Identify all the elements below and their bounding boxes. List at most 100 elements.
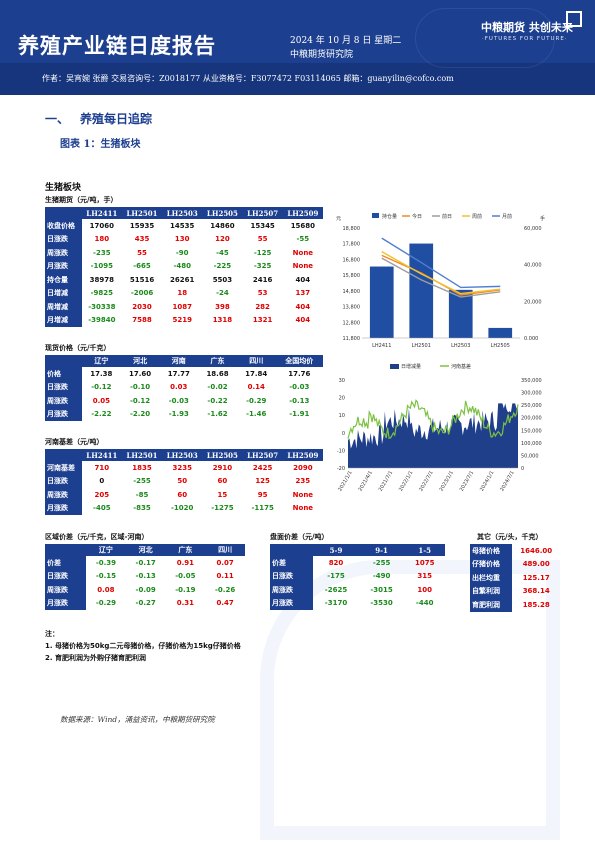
y-tick-label: 11,800 [343, 336, 361, 342]
column-header [45, 449, 82, 461]
column-header: 全国均价 [275, 355, 323, 367]
column-header: 四川 [236, 355, 276, 367]
table-cell: 15 [217, 490, 228, 499]
column-header: 1-5 [404, 544, 445, 556]
column-header: LH2501 [121, 207, 163, 219]
table-cell: -0.17 [135, 558, 156, 567]
column-header: LH2507 [242, 207, 283, 219]
table-cell: 435 [134, 235, 150, 244]
legend-swatch [372, 213, 379, 218]
row-label: 育肥利润 [470, 598, 513, 612]
table-cell: 60 [177, 490, 188, 499]
y2-tick-label: 350,000 [521, 378, 542, 384]
table-row: 月增减 -39840 7588 5219 1318 1321 404 [45, 313, 323, 327]
figure-title: 图表 1：生猪板块 [60, 139, 141, 150]
legend-label: 持仓量 [382, 213, 397, 220]
spot-table: 辽宁 河北 河南 广东 四川 全国均价 价格 17.38 17.60 17.77 18.68 17.8… [45, 355, 323, 421]
table-cell: -55 [296, 235, 310, 244]
column-header [45, 355, 82, 367]
table-cell: 137 [295, 289, 311, 298]
table-row: 周涨跌 -235 55 -90 -45 -125 None [45, 246, 323, 260]
y2-tick-label: 150,000 [521, 428, 542, 434]
table-cell: 18.68 [206, 369, 229, 378]
table-cell: -3015 [370, 585, 393, 594]
column-header: 辽宁 [86, 544, 126, 556]
basis-table: LH2411 LH2501 LH2503 LH2505 LH2507 LH2509 河南基差… [45, 449, 323, 515]
table-cell: 17.77 [167, 369, 190, 378]
row-label: 母猪价格 [470, 544, 513, 558]
column-header [45, 544, 87, 556]
y-tick-label: -20 [337, 466, 345, 472]
column-header: LH2501 [121, 449, 163, 461]
y2-tick-label: 50,000 [521, 453, 539, 459]
logo-icon [566, 11, 582, 27]
volume-area [348, 403, 518, 468]
y2-tick-label: 300,000 [521, 391, 542, 397]
row-label: 周增减 [45, 300, 82, 314]
table-cell: 2910 [212, 463, 233, 472]
table-cell: -1.62 [207, 410, 228, 419]
table-row: 自繁利润 368.14 [470, 584, 560, 598]
table-cell: 38978 [89, 275, 114, 284]
report-date: 2024 年 10 月 8 日 星期二 [290, 36, 402, 46]
table-cell: 2090 [293, 463, 313, 472]
table-row: 价差 820 -255 1075 [270, 556, 445, 570]
table-cell: -0.29 [95, 599, 117, 608]
table-cell: 14860 [210, 221, 235, 230]
row-label: 仔猪价格 [470, 557, 513, 571]
column-header: LH2509 [282, 449, 323, 461]
table-row: 周涨跌 0.05 -0.12 -0.03 -0.22 -0.29 -0.13 [45, 394, 323, 408]
table-cell: -175 [327, 572, 345, 581]
legend-label: 月前 [502, 213, 512, 220]
table-cell: -1275 [211, 504, 234, 513]
table-cell: -0.02 [207, 383, 228, 392]
table-cell: 185.28 [522, 600, 550, 609]
table-row: 月涨跌 -1095 -665 -480 -225 -325 None [45, 259, 323, 273]
column-header: 辽宁 [82, 355, 121, 367]
table-cell: 1321 [252, 316, 273, 325]
table-cell: 95 [257, 490, 268, 499]
futures-title: 生猪期货（元/吨，手） [45, 195, 118, 204]
bar [409, 243, 434, 338]
table-row: 收盘价格 17060 15935 14535 14860 15345 15680 [45, 219, 323, 233]
column-header: 5-9 [313, 544, 359, 556]
x-tick-label: 2022/7/1 [418, 470, 434, 492]
table-cell: -490 [372, 572, 391, 581]
header-decoration [415, 8, 555, 68]
other-title: 其它（元/头，千克） [477, 532, 543, 541]
legend-label: 前日 [442, 213, 452, 220]
table-cell: 5219 [172, 316, 192, 325]
basis-line [347, 399, 519, 439]
row-label: 持仓量 [45, 273, 82, 287]
row-label: 日涨跌 [45, 569, 87, 583]
y2-tick-label: 250,000 [521, 403, 542, 409]
table-cell: 18 [177, 289, 188, 298]
table-cell: 1087 [172, 302, 192, 311]
column-header: LH2503 [162, 207, 203, 219]
section-title: 养殖每日追踪 [80, 112, 153, 126]
table-cell: -0.13 [289, 396, 310, 405]
table-cell: -440 [415, 599, 434, 608]
table-row: 周涨跌 -2625 -3015 100 [270, 583, 445, 597]
column-header: 河南 [159, 355, 199, 367]
table-cell: -665 [133, 262, 151, 271]
x-tick-label: 2023/7/1 [459, 470, 475, 492]
table-cell: 404 [295, 275, 311, 284]
table-cell: -9825 [90, 289, 114, 298]
column-header [270, 544, 314, 556]
table-cell: 130 [174, 235, 190, 244]
column-header: 河北 [125, 544, 166, 556]
legend-label: 河南基差 [451, 363, 471, 370]
table-cell: -45 [216, 248, 229, 257]
table-cell: -1.91 [289, 410, 310, 419]
row-label: 日涨跌 [45, 474, 82, 488]
table-cell: 120 [215, 235, 230, 244]
table-cell: -90 [175, 248, 189, 257]
y-axis-label: 手 [540, 215, 545, 222]
table-cell: 125.17 [522, 573, 550, 582]
table-cell: -0.05 [175, 572, 196, 581]
row-label: 周涨跌 [45, 583, 87, 597]
table-cell: -0.03 [168, 396, 189, 405]
table-cell: None [292, 504, 314, 513]
row-label: 周涨跌 [45, 246, 82, 260]
